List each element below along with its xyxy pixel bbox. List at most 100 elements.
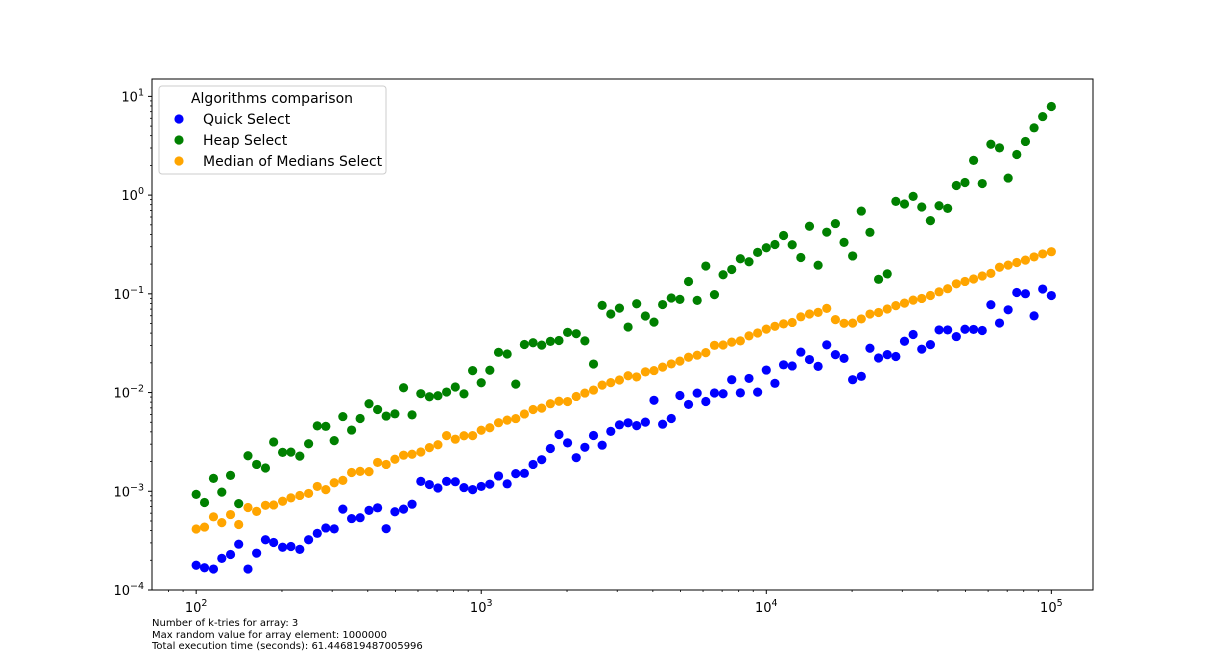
point — [476, 378, 486, 388]
point — [994, 143, 1005, 153]
point — [1012, 149, 1022, 160]
point — [588, 430, 599, 441]
point — [658, 299, 668, 310]
point — [545, 336, 555, 346]
point — [649, 365, 659, 376]
point — [260, 463, 271, 473]
point — [269, 537, 279, 548]
point — [856, 371, 866, 381]
point — [364, 399, 374, 409]
point — [381, 459, 391, 470]
point — [709, 340, 720, 350]
point — [994, 262, 1005, 272]
legend-title: Algorithms comparison — [191, 91, 353, 107]
point — [485, 479, 495, 489]
point — [623, 371, 633, 381]
point — [208, 564, 219, 574]
point — [951, 331, 961, 342]
point — [208, 512, 219, 522]
point — [1046, 101, 1056, 112]
point — [640, 417, 650, 427]
series-2 — [191, 247, 1056, 534]
point — [338, 475, 348, 485]
point — [217, 553, 227, 563]
point — [416, 447, 426, 457]
point — [519, 339, 529, 350]
point — [917, 344, 927, 354]
point — [277, 447, 288, 457]
point — [286, 447, 296, 457]
point — [943, 325, 953, 335]
point — [528, 404, 538, 415]
y-tick-label: 10−2 — [113, 384, 144, 402]
point — [718, 270, 728, 280]
point — [753, 387, 763, 397]
legend-label: Quick Select — [203, 112, 291, 128]
point — [537, 403, 547, 413]
footnote-execution-time: Total execution time (seconds): 61.44681… — [152, 641, 423, 652]
point — [1046, 290, 1056, 301]
point — [243, 502, 253, 513]
point — [856, 314, 866, 324]
point — [398, 450, 409, 460]
point — [770, 239, 780, 250]
point — [1003, 173, 1013, 183]
point — [252, 459, 262, 470]
point — [424, 392, 434, 402]
point — [787, 240, 797, 250]
point — [329, 524, 339, 534]
point — [969, 324, 979, 335]
point — [450, 477, 460, 487]
point — [761, 324, 771, 334]
point — [770, 321, 780, 331]
footnotes: Number of k-tries for array: 3 Max rando… — [152, 618, 423, 653]
point — [899, 298, 910, 308]
point — [908, 295, 918, 305]
point — [623, 418, 633, 428]
point — [588, 385, 599, 395]
points-layer — [191, 101, 1056, 574]
point — [873, 353, 884, 363]
point — [839, 318, 849, 328]
point — [511, 413, 521, 424]
point — [519, 409, 529, 419]
point — [364, 467, 374, 477]
point — [727, 375, 737, 385]
point — [321, 523, 331, 533]
y-tick-label: 10−1 — [113, 285, 144, 303]
point — [977, 178, 987, 189]
point — [295, 451, 305, 461]
point — [398, 504, 409, 514]
point — [969, 274, 979, 284]
point — [312, 421, 322, 431]
point — [441, 387, 452, 397]
point — [908, 329, 918, 340]
legend-marker — [174, 114, 184, 124]
point — [675, 356, 685, 366]
point — [312, 481, 322, 492]
point — [580, 442, 590, 452]
point — [476, 481, 486, 492]
point — [329, 478, 339, 488]
point — [243, 451, 253, 461]
series-1 — [191, 101, 1056, 509]
point — [718, 340, 728, 350]
point — [951, 180, 961, 191]
point — [502, 479, 512, 489]
point — [804, 309, 815, 319]
point — [934, 201, 944, 211]
point — [424, 442, 434, 453]
point — [390, 454, 400, 464]
point — [727, 337, 737, 347]
point — [355, 413, 365, 424]
point — [891, 351, 901, 362]
x-axis: 102 103 104 105 — [168, 590, 1063, 616]
point — [390, 507, 400, 517]
point — [562, 438, 573, 448]
point — [571, 329, 581, 339]
point — [830, 350, 840, 360]
point — [666, 359, 676, 369]
point — [373, 404, 383, 415]
point — [917, 293, 927, 304]
point — [856, 206, 866, 216]
